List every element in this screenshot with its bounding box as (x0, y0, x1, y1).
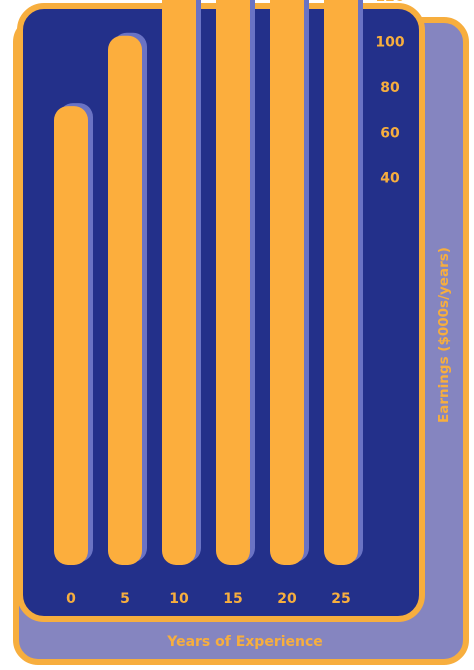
bars-layer (54, 0, 363, 565)
y-tick-label: 100 (375, 35, 404, 51)
y-tick-label: 120 (375, 0, 404, 5)
x-tick-label: 15 (223, 591, 242, 607)
bar-20 (270, 0, 304, 565)
x-tick-label: 5 (120, 591, 130, 607)
x-axis-label: Years of Experience (166, 634, 323, 650)
y-tick-label: 80 (380, 80, 400, 96)
bar-0 (54, 106, 88, 565)
x-tick-label: 25 (331, 591, 350, 607)
bar-15 (216, 0, 250, 565)
bar-10 (162, 0, 196, 565)
x-tick-label: 20 (277, 591, 297, 607)
x-tick-label: 10 (169, 591, 189, 607)
x-tick-label: 0 (66, 591, 76, 607)
y-tick-labels: 406080100120140160180200220240260 (375, 0, 404, 187)
y-tick-label: 40 (380, 171, 400, 187)
y-tick-label: 60 (380, 125, 400, 141)
y-axis-label: Earnings ($000s/years) (436, 247, 452, 423)
x-tick-labels: 0 5 10 15 20 25 (66, 591, 351, 607)
bar-5 (108, 35, 142, 565)
bar-25 (324, 0, 358, 565)
